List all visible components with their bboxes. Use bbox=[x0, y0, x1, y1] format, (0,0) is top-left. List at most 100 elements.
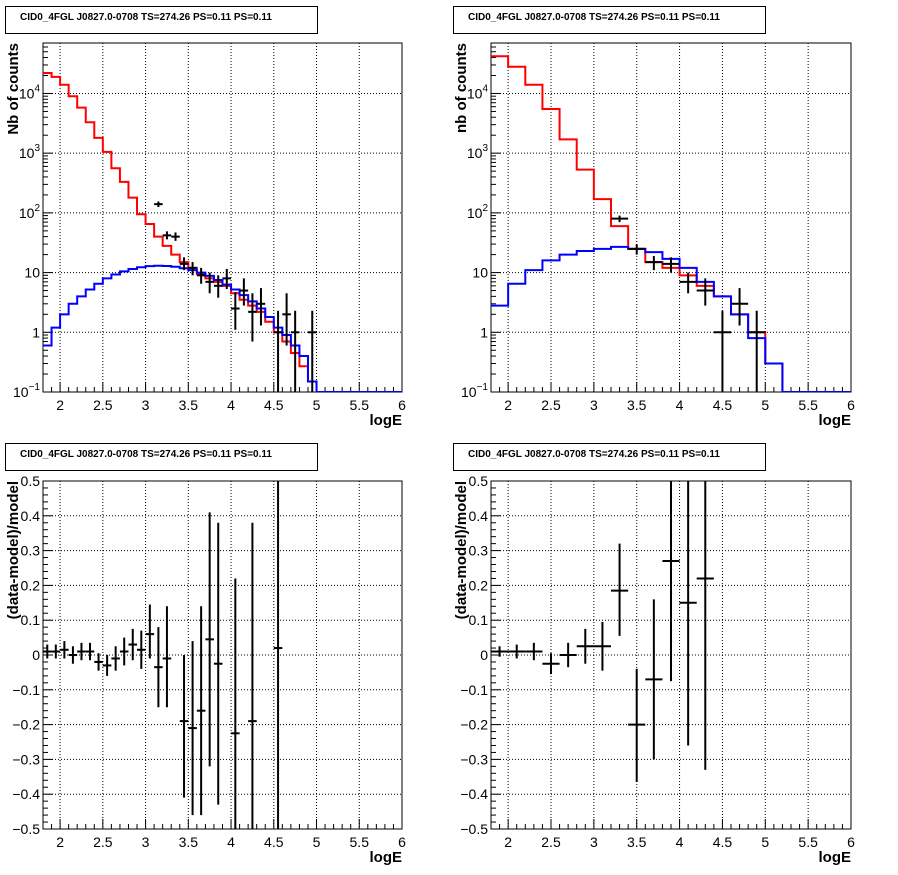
y-tick-label: −0.1 bbox=[12, 682, 40, 698]
y-tick-label: −0.2 bbox=[460, 717, 488, 733]
x-tick-label: 6 bbox=[398, 397, 406, 413]
plot-frame bbox=[42, 480, 403, 830]
data-point bbox=[290, 310, 300, 392]
y-tick-label: 0.1 bbox=[469, 612, 489, 628]
data-point bbox=[696, 278, 714, 306]
data-layer bbox=[491, 481, 714, 783]
y-tick-label: −0.3 bbox=[12, 751, 40, 767]
plot-frame bbox=[490, 42, 852, 393]
data-point bbox=[222, 268, 232, 290]
x-tick-label: 6 bbox=[847, 834, 855, 850]
data-point bbox=[154, 201, 163, 208]
y-tick-label: 0 bbox=[32, 647, 40, 663]
data-point bbox=[713, 310, 731, 392]
data-point bbox=[51, 644, 61, 659]
data-point bbox=[559, 642, 577, 668]
data-point bbox=[239, 278, 249, 306]
data-point bbox=[179, 257, 189, 271]
tick-marks bbox=[42, 480, 403, 830]
histogram-series-0 bbox=[43, 72, 402, 392]
x-tick-label: 4.5 bbox=[713, 834, 733, 850]
x-tick-label: 2.5 bbox=[93, 834, 113, 850]
data-point bbox=[231, 292, 240, 330]
data-point bbox=[162, 606, 172, 708]
y-tick-label: 0.5 bbox=[469, 473, 489, 489]
data-point bbox=[628, 668, 646, 783]
x-tick-label: 3.5 bbox=[627, 397, 647, 413]
y-tick-label: 103 bbox=[19, 143, 41, 161]
x-tick-label: 5.5 bbox=[798, 834, 818, 850]
y-tick-label: 10 bbox=[24, 265, 40, 281]
x-tick-label: 3 bbox=[142, 834, 150, 850]
y-axis-title: (data-model)/model bbox=[453, 481, 470, 619]
grid bbox=[43, 480, 403, 830]
data-point bbox=[119, 637, 129, 666]
data-point bbox=[231, 578, 240, 829]
y-tick-label: −0.4 bbox=[460, 786, 488, 802]
data-point bbox=[179, 655, 189, 798]
data-point bbox=[307, 310, 317, 392]
data-point bbox=[645, 599, 663, 760]
y-tick-label: 0.3 bbox=[21, 543, 41, 559]
data-point bbox=[137, 630, 146, 669]
data-point bbox=[696, 481, 714, 770]
data-point bbox=[593, 621, 611, 671]
data-point bbox=[282, 293, 291, 346]
x-tick-label: 4.5 bbox=[264, 834, 284, 850]
y-tick-label: 102 bbox=[467, 203, 489, 221]
x-axis-title: logE bbox=[370, 412, 403, 429]
x-tick-label: 3.5 bbox=[179, 397, 199, 413]
chart-panel-0: 2 2.5 3 3.5 4 4.5 5 5.5 6 10−1 1 10 102 103 104 logE Nb … bbox=[5, 42, 406, 429]
y-tick-label: 10−1 bbox=[13, 382, 40, 400]
x-tick-label: 2 bbox=[504, 834, 512, 850]
x-tick-label: 4.5 bbox=[713, 397, 733, 413]
data-point bbox=[248, 522, 257, 829]
data-point bbox=[256, 288, 266, 326]
data-point bbox=[154, 627, 163, 708]
tick-marks bbox=[490, 480, 852, 830]
data-point bbox=[102, 655, 112, 676]
data-point bbox=[542, 653, 560, 675]
x-tick-label: 4.5 bbox=[264, 397, 284, 413]
data-point bbox=[128, 628, 138, 661]
y-tick-label: 1 bbox=[480, 324, 488, 340]
y-tick-label: 10 bbox=[472, 265, 488, 281]
x-tick-label: 3.5 bbox=[627, 834, 647, 850]
y-tick-label: 1 bbox=[32, 324, 40, 340]
data-point bbox=[196, 267, 206, 284]
x-tick-label: 3 bbox=[142, 397, 150, 413]
x-tick-label: 2 bbox=[504, 397, 512, 413]
x-tick-label: 4 bbox=[227, 834, 235, 850]
data-point bbox=[196, 606, 206, 816]
y-tick-label: 0.3 bbox=[469, 543, 489, 559]
data-point bbox=[111, 646, 120, 671]
data-point bbox=[679, 481, 697, 746]
data-point bbox=[68, 646, 78, 664]
data-point bbox=[611, 543, 629, 636]
x-tick-label: 4 bbox=[676, 834, 684, 850]
grid bbox=[43, 43, 403, 393]
data-point bbox=[273, 481, 283, 829]
data-point bbox=[491, 646, 509, 657]
data-point bbox=[748, 310, 766, 392]
histogram-series-0 bbox=[491, 55, 851, 392]
y-tick-label: 104 bbox=[19, 83, 41, 101]
data-point bbox=[611, 215, 629, 223]
y-tick-label: 0.4 bbox=[469, 508, 489, 524]
y-tick-label: −0.3 bbox=[460, 751, 488, 767]
y-axis-title: (data-model)/model bbox=[5, 481, 22, 619]
y-axis-title: nb of counts bbox=[453, 43, 470, 133]
x-tick-label: 2 bbox=[56, 834, 64, 850]
x-tick-label: 4 bbox=[227, 397, 235, 413]
x-axis-title: logE bbox=[819, 849, 852, 866]
y-tick-label: 104 bbox=[467, 83, 489, 101]
x-tick-label: 3 bbox=[590, 397, 598, 413]
panel-title-top-right: CID0_4FGL J0827.0-0708 TS=274.26 PS=0.11… bbox=[453, 6, 766, 34]
x-tick-label: 4 bbox=[676, 397, 684, 413]
data-point bbox=[731, 288, 749, 326]
data-layer bbox=[43, 481, 283, 829]
data-point bbox=[645, 255, 663, 271]
data-point bbox=[162, 231, 172, 240]
data-point bbox=[576, 628, 594, 664]
data-point bbox=[43, 644, 52, 659]
